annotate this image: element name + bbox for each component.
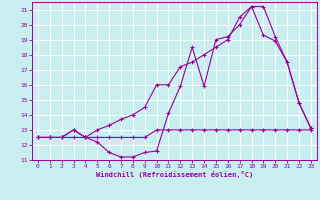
X-axis label: Windchill (Refroidissement éolien,°C): Windchill (Refroidissement éolien,°C) <box>96 171 253 178</box>
